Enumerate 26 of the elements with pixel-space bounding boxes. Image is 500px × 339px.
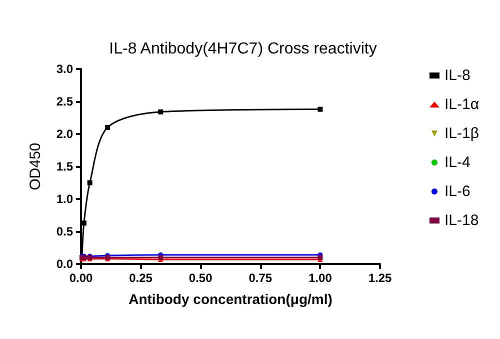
y-tick-label: 1.0 bbox=[56, 192, 74, 206]
point bbox=[158, 109, 164, 114]
y-tick-label: 1.5 bbox=[56, 160, 74, 174]
legend-label: IL-6 bbox=[444, 183, 470, 200]
legend-label: IL-18 bbox=[444, 212, 479, 229]
point bbox=[105, 125, 110, 130]
legend-label: IL-1β bbox=[444, 125, 480, 142]
x-tick-label: 1.25 bbox=[368, 271, 392, 285]
y-tick-label: 2.0 bbox=[56, 127, 74, 141]
point bbox=[318, 106, 323, 112]
y-tick-label: 3.0 bbox=[56, 62, 74, 76]
x-tick-label: 0.75 bbox=[248, 271, 272, 285]
chart-title: IL-8 Antibody(4H7C7) Cross reactivity bbox=[109, 40, 377, 58]
legend-label: IL-4 bbox=[444, 154, 470, 171]
y-tick-label: 0.0 bbox=[56, 257, 74, 271]
y-axis-title: OD450 bbox=[27, 142, 44, 190]
legend-label: IL-1α bbox=[444, 96, 480, 113]
x-tick-label: 1.00 bbox=[308, 271, 332, 285]
x-tick-label: 0.25 bbox=[129, 271, 153, 285]
x-tick-label: 0.00 bbox=[69, 271, 93, 285]
legend-label: IL-8 bbox=[444, 67, 470, 84]
x-tick-label: 0.50 bbox=[188, 271, 213, 285]
y-tick-label: 2.5 bbox=[56, 94, 74, 108]
x-axis-title: Antibody concentration(μg/ml) bbox=[128, 291, 332, 307]
point bbox=[87, 180, 92, 186]
y-tick-label: 0.5 bbox=[56, 224, 74, 238]
